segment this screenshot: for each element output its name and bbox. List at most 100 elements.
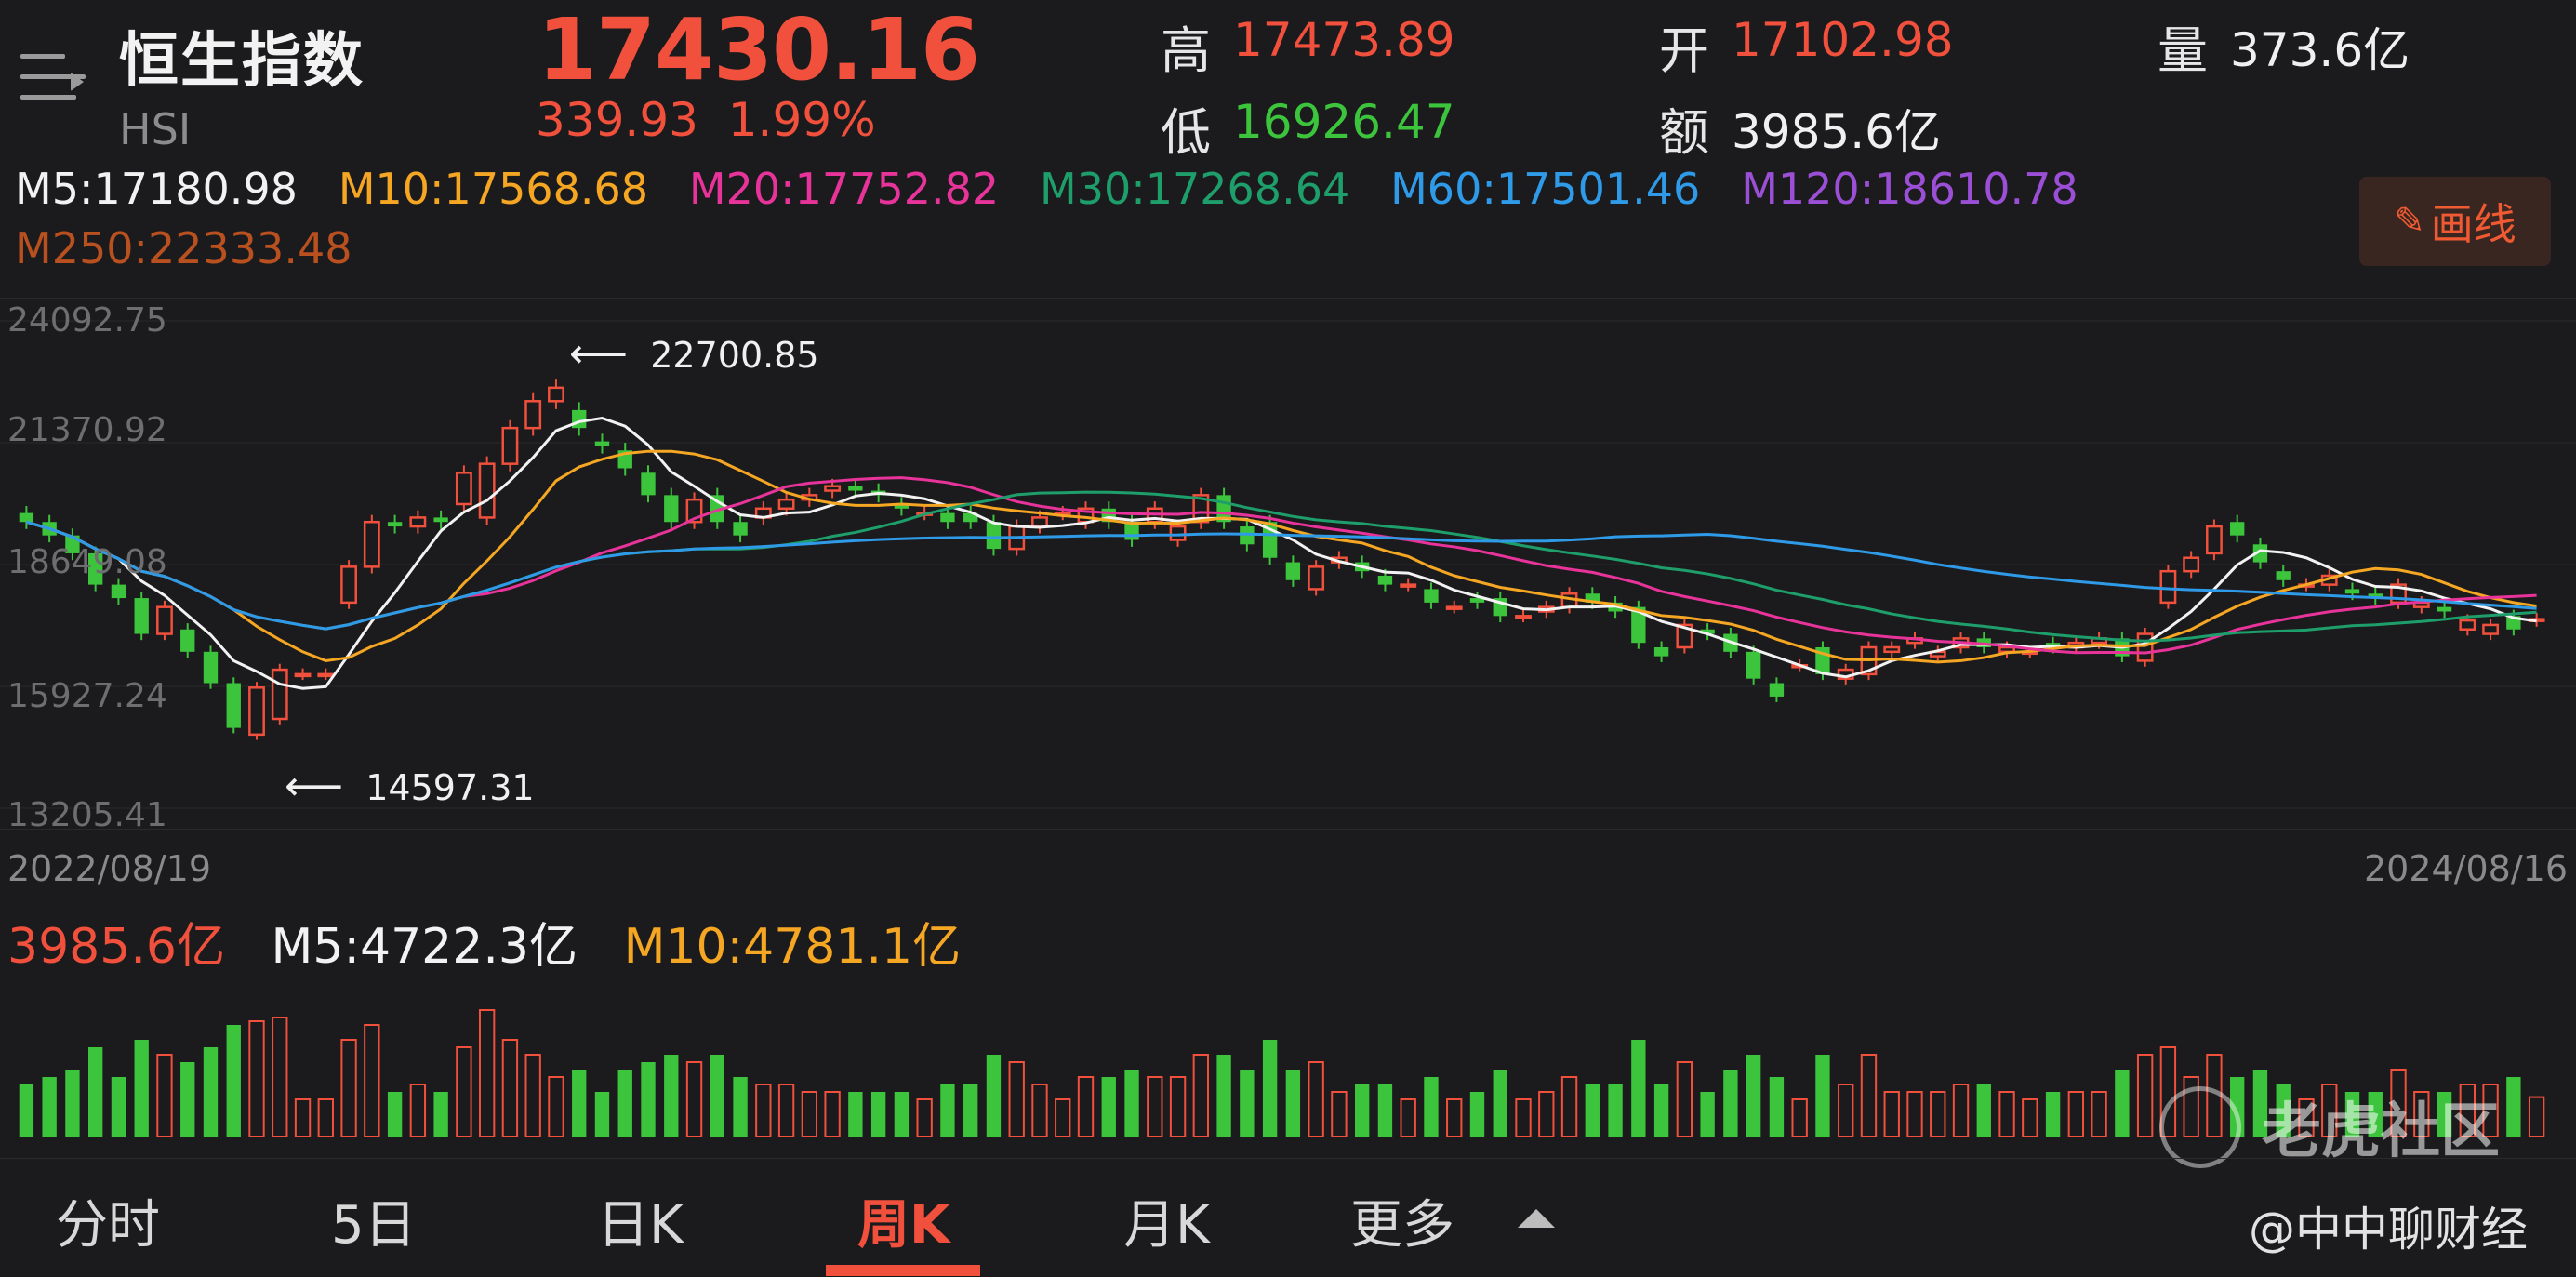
active-tab-indicator [826,1265,980,1276]
candle-body [248,686,265,737]
candle-body [2459,619,2476,631]
candle-body [2437,606,2452,612]
volume-bar [501,1039,519,1137]
volume-bar [42,1077,57,1137]
candle-body [1631,606,1646,644]
volume-bar [2298,1098,2315,1137]
end-date: 2024/08/16 [2364,848,2569,889]
volume-bar [272,1017,288,1137]
min-value: 14597.31 [365,767,535,808]
ma20-line [25,476,2537,655]
candle-body [2276,571,2291,580]
candle-body [478,462,496,519]
volume-bar [19,1084,34,1137]
y-tick-label: 18649.08 [7,543,167,581]
volume-bar [710,1055,724,1137]
volume-bar [1240,1070,1255,1137]
caret-up-icon[interactable] [1518,1209,1555,1228]
candle-body [2482,623,2500,635]
watermark: 老虎社区 [2262,1097,2500,1166]
volume-bar [870,1092,886,1137]
volume-bar [1791,1098,1808,1137]
volume-bar [1952,1084,1970,1137]
draw-line-button[interactable]: ✎ 画线 [2359,177,2551,266]
candle-body [572,409,587,429]
candle-body [294,672,312,678]
low-label: 低 [1161,103,1211,162]
volume-bar [594,1092,610,1137]
tab-daily-k[interactable]: 日K [597,1195,684,1256]
volume-bar [664,1055,679,1137]
volume-bar [1031,1084,1048,1137]
volume-bar [1169,1076,1187,1137]
volume-bar [1077,1076,1095,1137]
volume-m5: M5:4722.3亿 [271,919,578,975]
volume-bar [1354,1084,1370,1137]
volume-bar [1008,1061,1025,1137]
tab-monthly-k[interactable]: 月K [1123,1195,1210,1256]
volume-bar [294,1098,312,1137]
volume-bar [1055,1098,1071,1137]
start-date: 2022/08/19 [7,848,212,889]
kline-chart[interactable] [0,298,2576,830]
volume-bar [1331,1091,1348,1137]
volume-bar [733,1077,748,1137]
volume-bar [1560,1076,1578,1137]
tab-timeshare[interactable]: 分时 [56,1195,160,1256]
menu-icon[interactable] [20,54,86,112]
volume-bar [203,1047,219,1137]
volume-bar [1608,1084,1623,1137]
volume-bar [1700,1092,1715,1137]
volume-bar [1515,1098,1532,1137]
draw-line-label: 画线 [2430,199,2516,249]
ma120-label: M120:18610.78 [1741,164,2078,214]
volume-value: 373.6亿 [2230,23,2410,77]
candle-body [1169,525,1187,541]
volume-bar [317,1098,334,1137]
candle-body [433,517,448,523]
candle-body [894,503,910,509]
candle-body [340,565,357,605]
change-value: 339.93 [536,93,698,147]
volume-bar [2091,1091,2107,1137]
pencil-icon: ✎ [2394,200,2425,243]
volume-bar [1124,1070,1139,1137]
tab-weekly-k[interactable]: 周K [857,1195,950,1256]
max-value: 22700.85 [650,335,819,376]
candle-body [594,441,610,446]
volume-bar [2506,1077,2521,1137]
volume-bar [801,1091,818,1137]
amount-label: 额 [1659,103,1709,162]
open-value: 17102.98 [1732,13,1954,67]
volume-bar [1469,1092,1485,1137]
period-tab-bar [0,1158,2576,1277]
candle-body [1676,623,1693,649]
tab-more[interactable]: 更多 [1350,1195,1454,1256]
volume-bar [2321,1084,2338,1137]
volume-bar [1262,1040,1278,1137]
candle-body [271,668,288,721]
volume-bar [894,1092,910,1137]
candle-body [2230,522,2245,536]
volume-bar [2252,1070,2268,1137]
volume-bar [1147,1076,1163,1137]
volume-bar [111,1077,126,1137]
volume-bar [1653,1084,1669,1137]
candle-body [1746,651,1761,679]
volume-bar [87,1047,103,1137]
volume-bar [2136,1054,2154,1137]
volume-bar [1192,1054,1210,1137]
quote-header: 恒生指数 HSI 17430.16 339.93 1.99% 高 17473.8… [0,0,2576,166]
volume-bar [409,1084,427,1137]
volume-bar [2067,1091,2085,1137]
volume-bar [1676,1061,1693,1137]
candle-body [455,472,472,506]
tab-5day[interactable]: 5日 [331,1195,417,1256]
candle-body [1377,575,1393,585]
ma30-label: M30:17268.64 [1040,164,1350,214]
candle-body [824,485,842,492]
volume-bar [2528,1096,2545,1137]
volume-bar [1860,1054,1878,1137]
volume-bar [226,1025,241,1137]
volume-bar [940,1084,955,1137]
